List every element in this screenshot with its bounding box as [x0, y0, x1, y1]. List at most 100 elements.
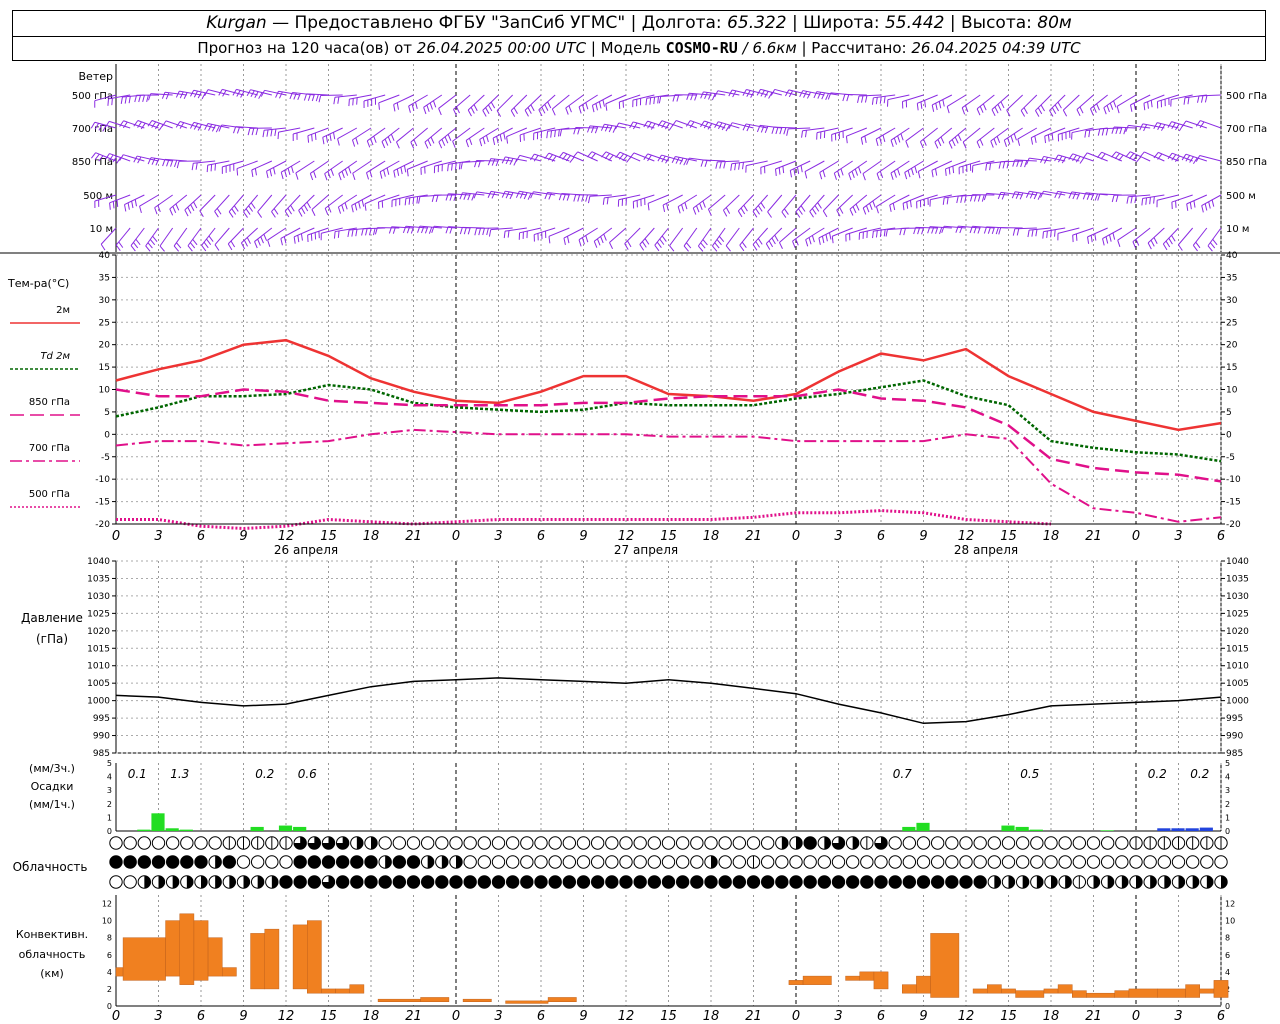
wind-barb-feather [686, 157, 690, 165]
wind-barb [1144, 151, 1165, 162]
wind-barb-feather [833, 172, 837, 180]
wind-barb-feather [558, 193, 563, 201]
wind-barb-feather [429, 102, 433, 110]
wind-barb-feather [1079, 157, 1085, 164]
wind-barb-feather [1149, 197, 1151, 205]
wind-barb-feather [784, 89, 790, 97]
wind-barb-feather [515, 191, 520, 198]
y-tick-label-left: -20 [95, 520, 110, 530]
cloud-cover-circle [1171, 855, 1186, 869]
wind-barb-feather [314, 132, 317, 140]
wind-barb-feather [714, 242, 720, 249]
cloud-cover-fill [832, 836, 845, 850]
wind-barb-feather [505, 191, 510, 199]
wind-barb-feather [931, 226, 935, 234]
wind-barb-feather [507, 230, 510, 238]
wind-barb-feather [991, 227, 995, 235]
wind-barb-feather [193, 123, 199, 130]
wind-barb-feather [786, 128, 789, 136]
wind-barb-feather [215, 125, 220, 133]
wind-barb-feather [1040, 190, 1044, 198]
wind-barb-feather [513, 107, 518, 115]
wind-barb-feather [151, 121, 157, 128]
wind-barb [1071, 127, 1094, 134]
cloud-cover-circle [265, 855, 279, 869]
cloud-cover-fill [364, 855, 378, 869]
wind-barb-feather [541, 106, 546, 114]
wind-barb [214, 194, 230, 212]
wind-barb-feather [1175, 155, 1180, 162]
wind-barb-feather [587, 125, 591, 133]
header-forecast-line: Прогноз на 120 часа(ов) от 26.04.2025 00… [12, 37, 1266, 61]
wind-barb-feather [206, 165, 209, 173]
time-axis-day-label: 28 апреля [954, 543, 1018, 557]
wind-barb-feather [760, 90, 765, 97]
wind-barb-feather [1192, 245, 1198, 252]
bottom-time-axis-hour-label: 9 [579, 1009, 587, 1024]
wind-barb-feather [872, 200, 876, 208]
time-axis-hour-label: 3 [1174, 529, 1182, 544]
wind-barb [746, 160, 768, 167]
cloud-cover-circle [505, 836, 520, 850]
wind-barb [1057, 227, 1080, 234]
wind-barb-feather [482, 228, 485, 236]
wind-barb-feather [403, 165, 407, 173]
wind-barb-feather [569, 156, 575, 163]
cloud-cover-circle [449, 836, 463, 850]
wind-barb-feather [1012, 228, 1016, 236]
wind-barb-feather [739, 244, 745, 252]
wind-barb-feather [775, 168, 777, 177]
precipitation-panel: 5 54 43 32 21 10 0(мм/3ч.)Осадки(мм/1ч.)0.1 1.3… [29, 759, 1230, 836]
wind-barb-feather [306, 201, 311, 209]
cloud-cover-fill [903, 875, 916, 889]
cloud-cover-fill [393, 855, 406, 869]
wind-barb-feather [386, 167, 390, 175]
cloud-cover-circle [137, 836, 152, 850]
wind-barb-feather [860, 95, 864, 103]
wind-barb-feather [862, 207, 867, 215]
convective-y-label-right: 10 [1225, 917, 1235, 926]
wind-barb-feather [563, 237, 566, 246]
wind-barb-feather [977, 194, 981, 202]
wind-barb-feather [893, 137, 898, 145]
wind-barb-feather [604, 124, 609, 132]
cloud-cover-fill [761, 875, 774, 889]
wind-barb-feather [329, 133, 332, 141]
cloud-cover-circle [1058, 836, 1072, 850]
cloud-cover-circle [548, 836, 562, 850]
wind-barb-feather [369, 228, 372, 236]
convective-cloud-bar [292, 924, 308, 990]
wind-barb-feather [722, 209, 728, 217]
wind-barb [280, 160, 301, 173]
wind-barb-feather [900, 133, 904, 141]
wind-barb-feather [428, 226, 433, 234]
wind-barb-feather [365, 228, 368, 236]
y-tick-label-left: -10 [95, 475, 110, 485]
wind-barb-feather [396, 102, 399, 110]
wind-barb-feather [697, 245, 704, 252]
wind-barb-feather [485, 135, 489, 143]
wind-level-label-left: 500 гПа [72, 91, 113, 102]
y-tick-label-left: 10 [99, 386, 111, 396]
wind-barb-feather [133, 242, 139, 249]
y-tick-label-left: 990 [93, 732, 110, 742]
precip-bar [1171, 828, 1185, 831]
cloud-cover-circle [123, 875, 137, 889]
convective-title-2: облачность [19, 948, 86, 961]
cloud-cover-fill [548, 875, 562, 889]
wind-barb-feather [671, 120, 677, 127]
wind-barb-feather [700, 159, 704, 167]
wind-barb [934, 127, 953, 143]
wind-barb [321, 227, 343, 234]
wind-barb-feather [152, 235, 158, 242]
cloud-cover-circle [760, 855, 775, 869]
wind-barb-feather [746, 90, 751, 97]
wind-barb-feather [917, 171, 921, 179]
convective-cloud-panel: 121210108866442200Конвективн.облачность(… [16, 895, 1235, 1024]
cloud-cover-circle [930, 836, 945, 850]
wind-barb-feather [728, 89, 733, 97]
y-tick-label-left: -15 [95, 498, 110, 508]
precip-bar [1185, 828, 1199, 831]
wind-barb-feather [917, 227, 921, 235]
wind-barb-feather [341, 171, 345, 179]
